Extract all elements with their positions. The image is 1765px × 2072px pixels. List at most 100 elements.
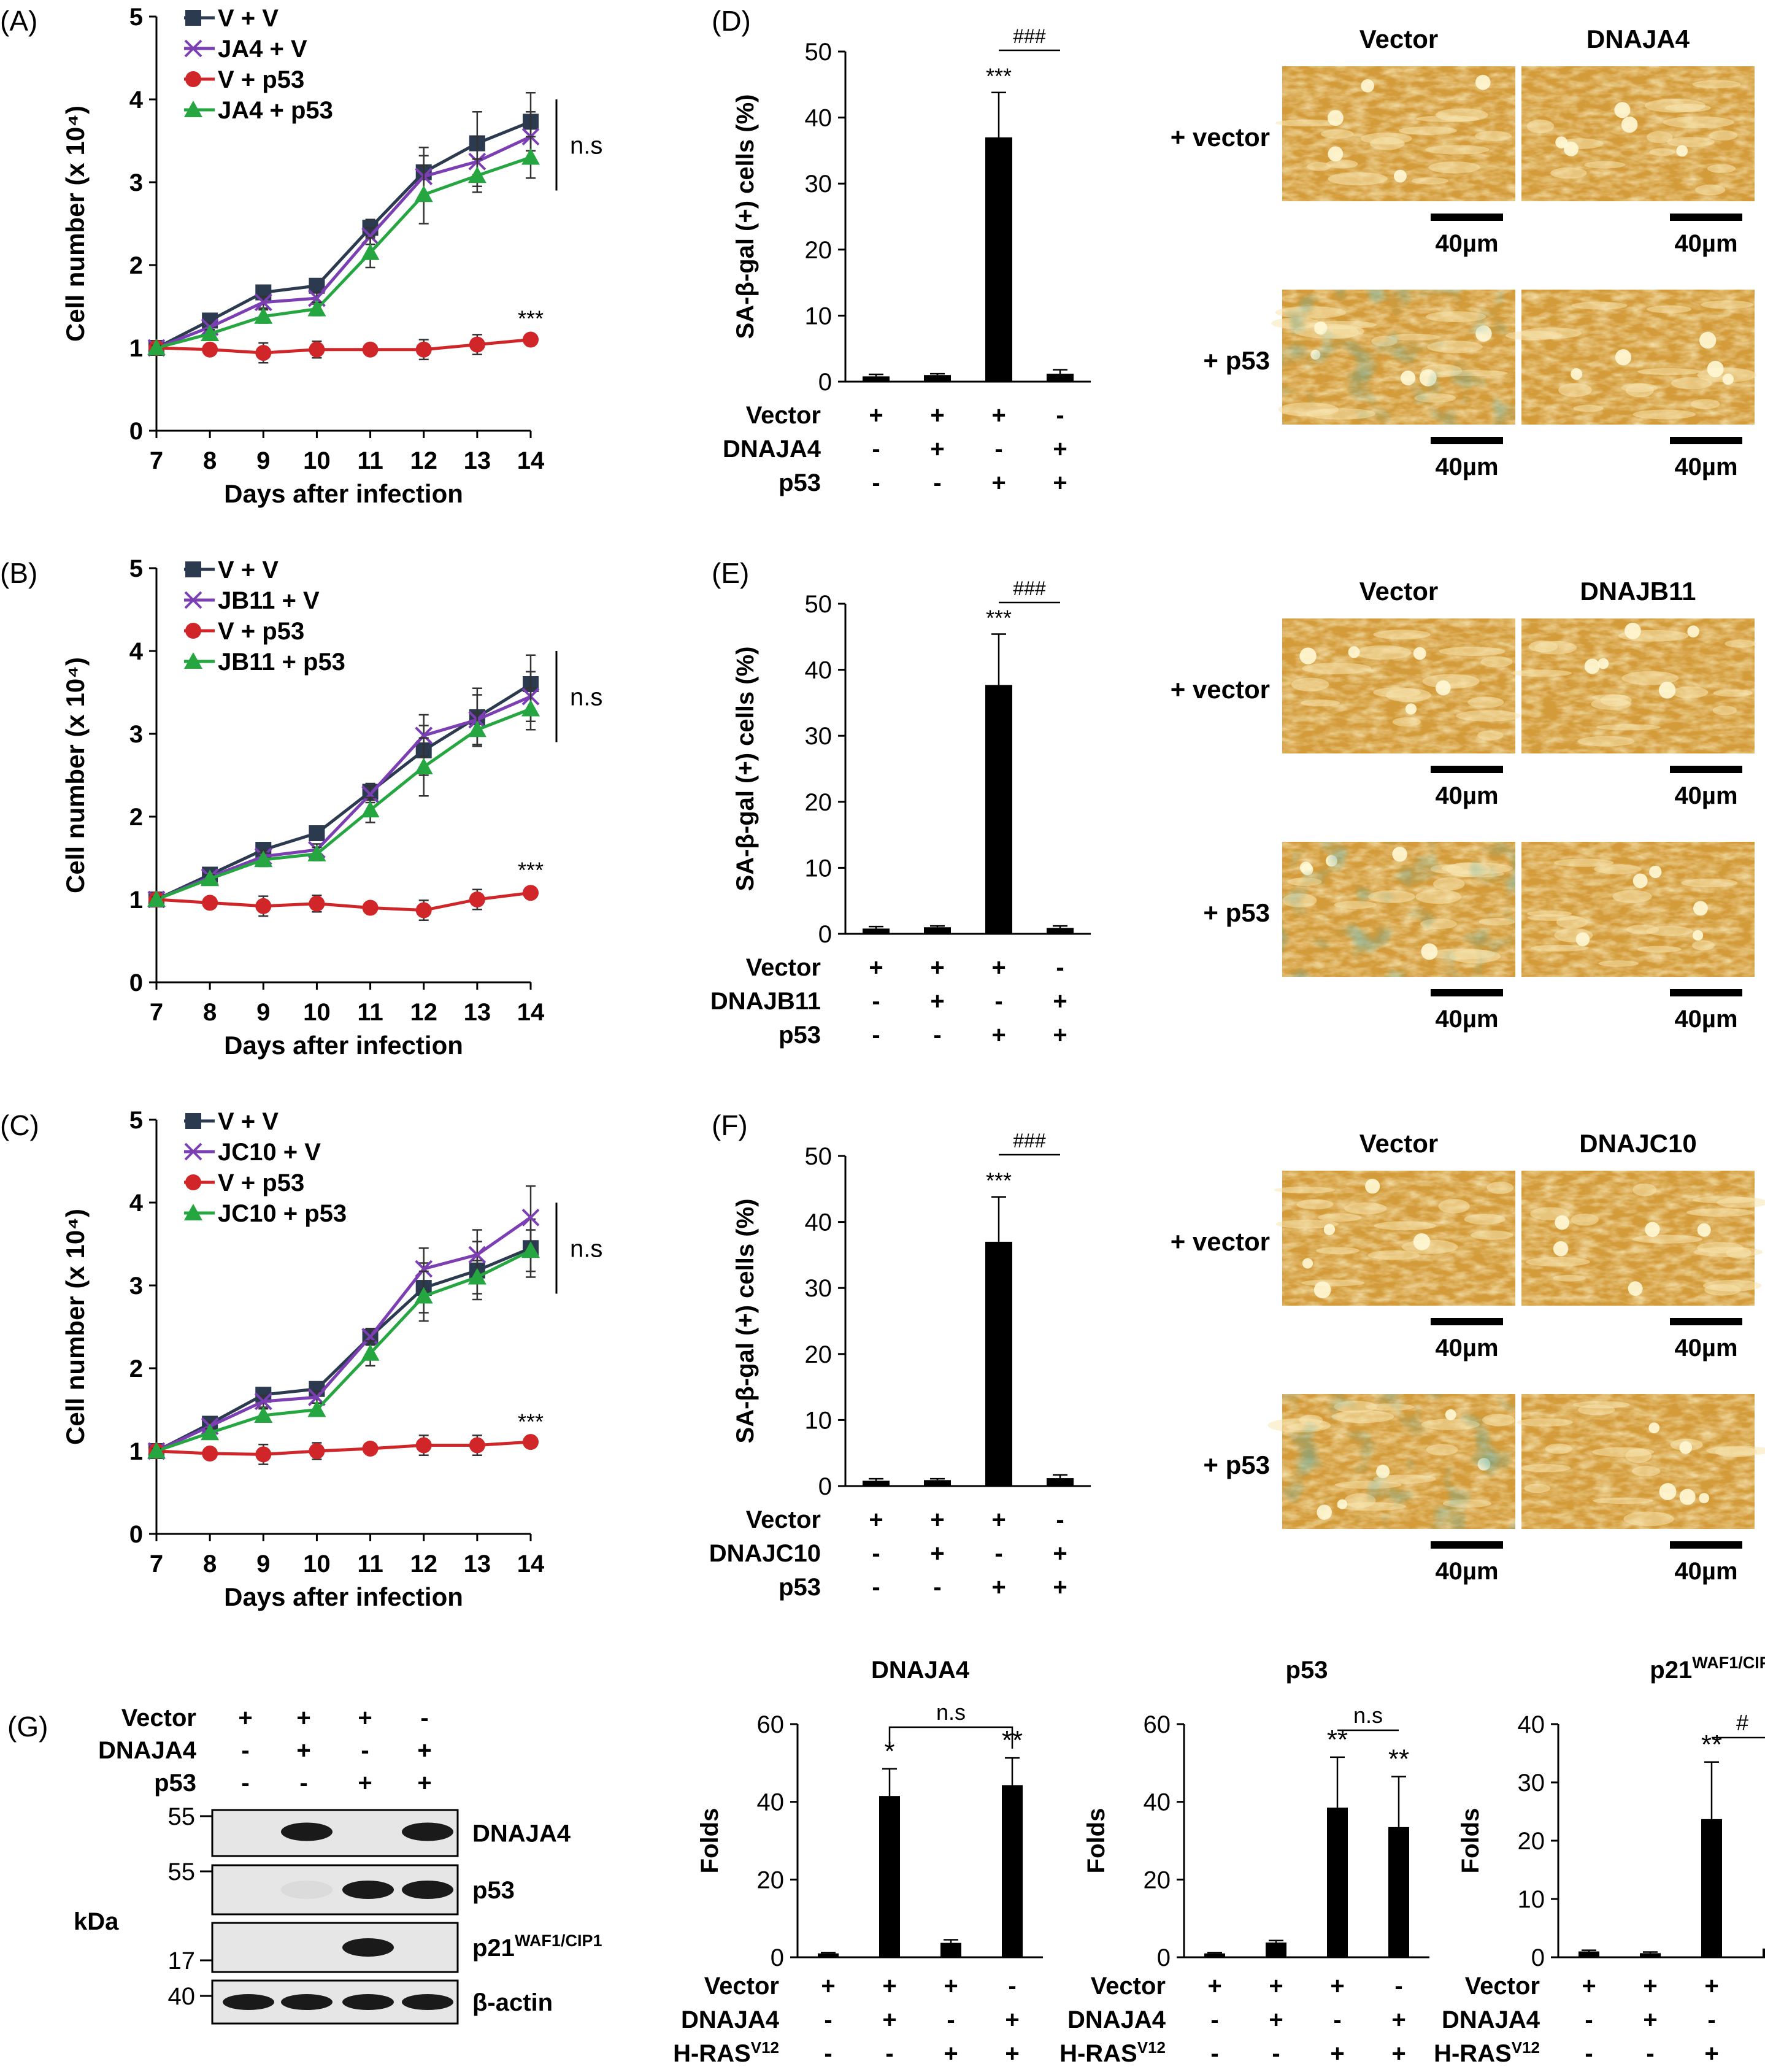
bar (985, 137, 1012, 382)
data-point (415, 1260, 433, 1278)
data-point-b (361, 1328, 379, 1346)
legend-marker-b (184, 591, 202, 609)
cell-body (1373, 630, 1431, 640)
condition-sign: + (882, 1973, 896, 2000)
cell-body (1671, 377, 1712, 390)
scale-bar (1431, 1318, 1503, 1325)
condition-label: DNAJA4 (681, 2006, 780, 2033)
condition-sign: + (1391, 2040, 1405, 2067)
bright-cell (1699, 1493, 1710, 1504)
x-axis-label: Days after infection (224, 479, 463, 508)
y-tick-label: 20 (805, 789, 833, 816)
condition-label: H-RASV12 (673, 2038, 779, 2067)
cell-body (1545, 1443, 1572, 1454)
cell-body (1553, 858, 1614, 867)
condition-sign: - (1333, 2006, 1341, 2033)
data-point (361, 785, 379, 803)
condition-sign: + (930, 988, 944, 1015)
band (402, 1881, 453, 1899)
x-tick-label: 10 (303, 999, 331, 1026)
blot-sign: - (361, 1737, 369, 1764)
legend-label: V + V (218, 5, 279, 32)
cell-body (1425, 145, 1490, 155)
condition-sign: - (1585, 2006, 1593, 2033)
cell-body (1631, 1466, 1661, 1477)
condition-sign: + (1330, 2040, 1344, 2067)
legend-marker (185, 1113, 201, 1129)
cell-body (1692, 80, 1741, 89)
y-tick-label: 0 (818, 1473, 832, 1500)
sa-bgal-stain (1282, 1394, 1515, 1529)
condition-sign: - (872, 436, 880, 463)
x-tick-label: 14 (517, 447, 545, 474)
band (281, 1822, 333, 1841)
band (281, 1881, 333, 1899)
scale-bar (1670, 766, 1742, 773)
bright-cell (1405, 703, 1417, 715)
data-point (467, 720, 486, 738)
condition-label: DNAJB11 (710, 988, 821, 1015)
cell-body (1647, 305, 1692, 314)
condition-sign: - (885, 2040, 893, 2067)
bar (924, 375, 951, 382)
cell-body (1428, 161, 1480, 174)
legend-label: V + V (218, 1108, 279, 1135)
cell-body (1373, 687, 1421, 698)
data-point (309, 341, 325, 358)
blot-condition-label: DNAJA4 (98, 1737, 197, 1764)
y-tick-label: 1 (129, 887, 143, 914)
y-tick-label: 0 (818, 369, 832, 396)
sig-stars: *** (986, 605, 1012, 630)
y-tick-label: 30 (805, 1275, 833, 1302)
data-point (202, 1446, 218, 1462)
bar (1640, 1953, 1661, 1957)
legend-marker (184, 591, 202, 609)
micro-col-label: Vector (1359, 1129, 1438, 1158)
x-tick-label: 9 (256, 1550, 270, 1577)
cell-body (1526, 119, 1555, 134)
cell-body (1592, 1447, 1655, 1457)
cell-body (1355, 645, 1412, 660)
data-point (147, 1442, 166, 1458)
cell-body (1275, 119, 1340, 127)
condition-sign: + (1053, 1540, 1067, 1567)
scale-bar (1670, 1318, 1742, 1325)
y-tick-label: 50 (805, 591, 833, 618)
condition-sign: - (1056, 954, 1064, 981)
bracket-label: # (1736, 1710, 1748, 1735)
series-line (156, 156, 531, 350)
condition-sign: + (1704, 1973, 1718, 2000)
data-point (362, 899, 379, 916)
cell-body (1681, 878, 1738, 888)
data-point (415, 1437, 432, 1454)
series-line (155, 120, 531, 350)
cell-body (1361, 133, 1412, 145)
bright-cell (1348, 646, 1360, 658)
y-tick-label: 30 (1518, 1770, 1545, 1797)
blot-sign: - (299, 1770, 307, 1797)
x-tick-label: 7 (150, 1550, 163, 1577)
cell-body (1594, 864, 1642, 874)
bright-cell (1575, 932, 1590, 947)
series-0 (148, 91, 539, 356)
data-point (361, 801, 380, 818)
micrograph (1267, 1394, 1515, 1529)
scale-label: 40µm (1435, 1558, 1498, 1585)
series-0 (148, 654, 539, 907)
condition-label: DNAJA4 (723, 436, 821, 463)
micrograph (1505, 290, 1756, 425)
blot-strip: 55 p53 (168, 1858, 515, 1916)
cell-body (1480, 656, 1513, 668)
cell-body (1645, 926, 1693, 936)
bar (1047, 1478, 1074, 1486)
blot-sign: + (417, 1770, 431, 1797)
legend-marker (185, 10, 201, 26)
scale-label: 40µm (1435, 453, 1498, 480)
cell-body (1524, 1484, 1551, 1493)
data-point (202, 341, 218, 358)
data-point (361, 243, 380, 260)
bracket-label: ### (1013, 577, 1046, 599)
ns-label: n.s (570, 684, 602, 711)
